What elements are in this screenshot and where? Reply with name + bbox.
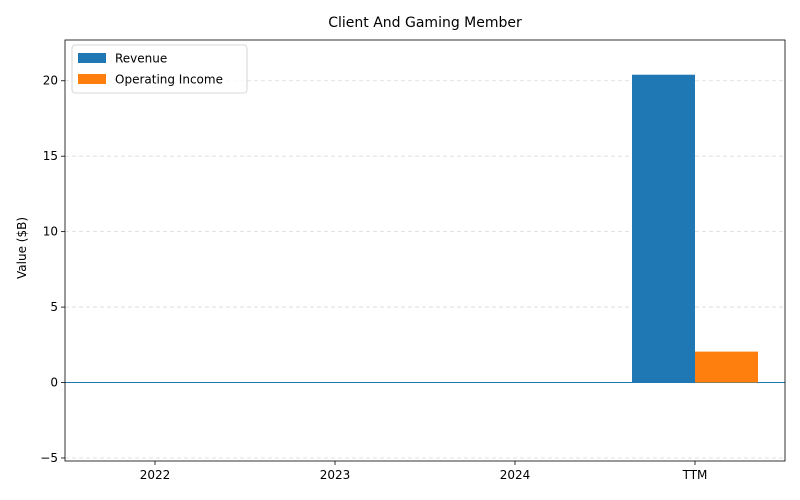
legend-label: Operating Income [115,73,223,87]
legend-swatch [78,74,106,84]
legend-swatch [78,53,106,63]
x-tick-label: 2022 [140,468,171,482]
bar-operating-income [695,351,758,383]
y-tick-label: 5 [50,300,58,314]
y-tick-label: −5 [40,451,58,465]
x-tick-label: TTM [682,468,708,482]
x-axis-ticks: 2022 2023 2024 TTM [140,461,708,482]
x-tick-label: 2024 [500,468,531,482]
plot-frame [64,39,786,462]
y-axis-label: Value ($B) [15,217,29,279]
legend: Revenue Operating Income [71,44,248,94]
y-axis-ticks: −5 0 5 10 15 20 [40,74,65,465]
y-tick-label: 0 [50,376,58,390]
y-tick-label: 10 [43,225,58,239]
plot-border [64,39,786,462]
x-tick-label: 2023 [320,468,351,482]
bars [632,74,758,383]
y-tick-label: 15 [43,149,58,163]
y-tick-label: 20 [43,74,58,88]
chart-title: Client And Gaming Member [328,15,522,31]
legend-label: Revenue [115,52,167,66]
legend-box [71,44,248,94]
bar-revenue [632,74,695,383]
